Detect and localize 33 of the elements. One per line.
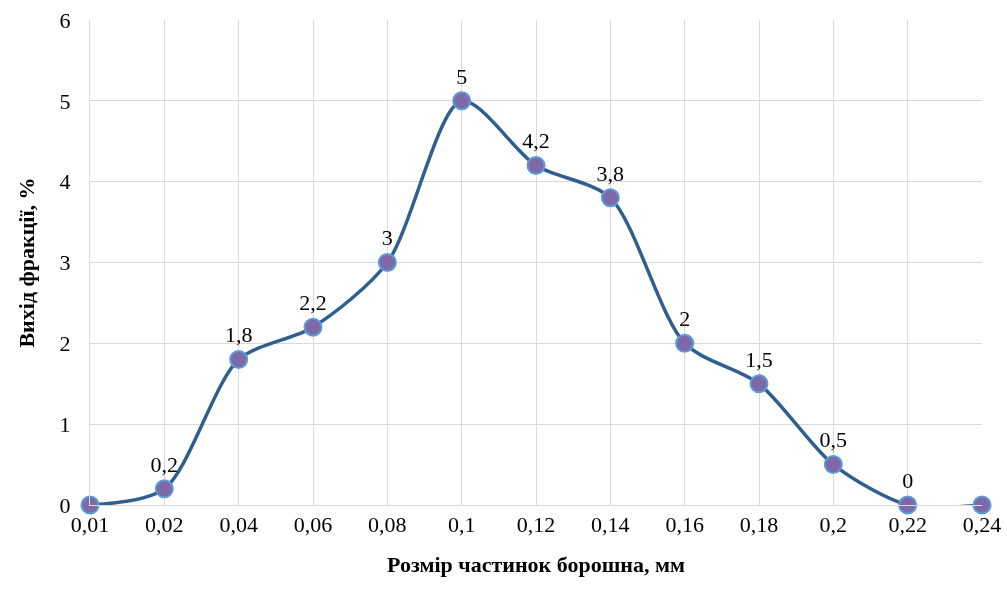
y-tick-label: 5	[59, 88, 71, 114]
data-label: 3,8	[596, 160, 625, 186]
data-label: 0,5	[819, 427, 848, 453]
x-tick-label: 0,01	[70, 512, 110, 538]
data-label: 2	[679, 306, 691, 332]
data-label: 0	[902, 467, 914, 493]
y-axis-title: Вихід фракції, %	[14, 177, 40, 348]
y-tick-label: 4	[59, 169, 71, 195]
x-axis-title: Розмір частинок борошна, мм	[387, 552, 685, 578]
y-tick-label: 3	[59, 250, 71, 276]
data-label: 1,5	[745, 346, 773, 372]
x-tick-label: 0,06	[293, 512, 333, 538]
data-label: 1,8	[224, 322, 253, 348]
data-label: 2,2	[299, 290, 327, 316]
x-tick-label: 0,24	[962, 512, 1002, 538]
x-tick-label: 0,18	[739, 512, 779, 538]
y-tick-label: 6	[59, 7, 71, 33]
data-label: 4,2	[522, 128, 550, 154]
x-tick-label: 0,12	[516, 512, 556, 538]
data-label: 3	[381, 225, 393, 251]
x-tick-label: 0,08	[368, 512, 407, 538]
data-label: 5	[456, 63, 468, 89]
x-tick-label: 0,04	[219, 512, 258, 538]
y-tick-label: 0	[59, 492, 71, 518]
y-tick-label: 2	[59, 331, 71, 357]
x-tick-label: 0,02	[145, 512, 184, 538]
x-tick-label: 0,22	[888, 512, 927, 538]
x-tick-label: 0,16	[665, 512, 704, 538]
data-label: 0,2	[150, 451, 179, 477]
x-tick-label: 0,2	[819, 512, 848, 538]
x-tick-label: 0,14	[591, 512, 630, 538]
y-tick-label: 1	[59, 411, 71, 437]
x-tick-label: 0,1	[447, 512, 476, 538]
